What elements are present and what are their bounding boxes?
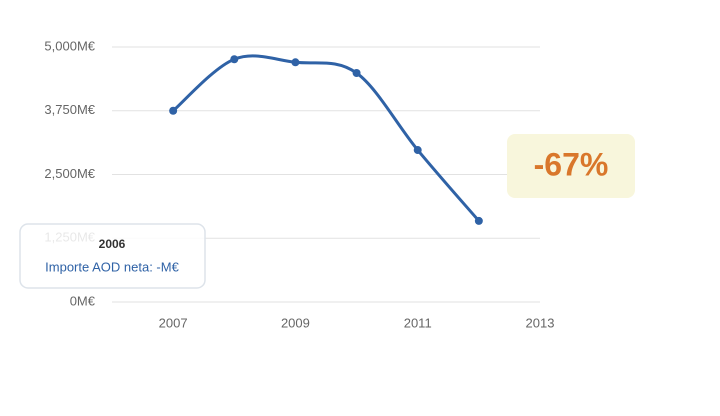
x-tick-label: 2011 [404,315,432,330]
annotation: -67% [534,146,609,182]
point [230,55,239,64]
annotation-box [507,134,635,198]
y-tick-label: 2,500M€ [44,166,95,181]
point [291,58,300,67]
point [413,146,422,155]
tooltip-text: Importe AOD neta: -M€ [45,259,179,274]
series-line [172,54,480,222]
tooltip-title: 2006 [99,237,126,251]
tooltip-box [19,223,206,289]
x-tick-label: 2007 [159,315,188,330]
y-tick-label: 0M€ [70,293,96,308]
y-tick-label: 5,000M€ [44,38,95,53]
y-tick-label: 3,750M€ [44,102,95,117]
point [352,69,361,78]
point [474,216,483,225]
point [169,106,178,115]
tooltip: 2006 Importe AOD neta: -M€ [19,223,206,289]
x-tick-label: 2009 [281,315,310,330]
x-tick-label: 2013 [526,315,555,330]
